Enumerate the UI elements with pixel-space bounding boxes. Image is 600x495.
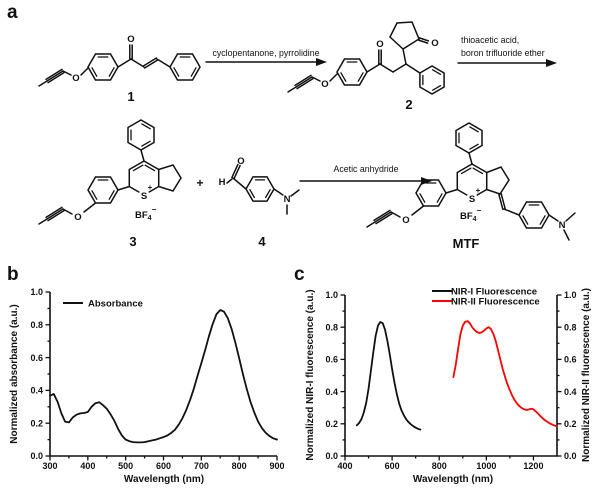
tick-label: 0.2 bbox=[564, 419, 577, 429]
absorbance-legend-label: Absorbance bbox=[88, 299, 143, 310]
step2-reagent-line1: thioacetic acid, bbox=[461, 35, 519, 45]
y-axis-title-right: Normalized NIR-II fluorescence (a.u.) bbox=[581, 288, 592, 462]
tick-label: 400 bbox=[80, 461, 95, 471]
mtf-bf4-counterion: BF4− bbox=[460, 206, 482, 223]
mtf-sulfur-charge: + bbox=[476, 186, 481, 195]
c2-ketone-oxygen-label: O bbox=[431, 38, 438, 49]
tick-label: 600 bbox=[385, 461, 400, 471]
step2-reagent-line2: boron trifluoride ether bbox=[461, 48, 545, 58]
c4-aldehyde-hydrogen-label: H bbox=[219, 177, 226, 188]
x-axis-title: Wavelength (nm) bbox=[413, 474, 493, 485]
step3-reagent-label: Acetic anhydride bbox=[333, 164, 398, 174]
fluorescence-chart: 400 600 800 1000 1200 0.0 0.0 0.2 0.2 0.4 0.4 0.6 0.… bbox=[305, 287, 592, 486]
tick-label: 1.0 bbox=[325, 290, 338, 300]
plus-sign: + bbox=[196, 176, 203, 190]
nir-i-fluorescence-curve bbox=[355, 321, 422, 431]
tick-label: 0.4 bbox=[30, 386, 43, 396]
x-axis-title: Wavelength (nm) bbox=[124, 474, 204, 485]
compound-2-label: 2 bbox=[405, 97, 412, 112]
tick-label: 1200 bbox=[523, 461, 543, 471]
tick-label: 0.0 bbox=[564, 451, 577, 461]
c1-carbonyl-oxygen-label: O bbox=[127, 34, 134, 45]
tick-label: 0.4 bbox=[325, 387, 338, 397]
tick-label: 0.4 bbox=[564, 387, 577, 397]
tick-label: 600 bbox=[156, 461, 171, 471]
c1-ether-oxygen-label: O bbox=[72, 73, 79, 84]
tick-label: 700 bbox=[194, 461, 209, 471]
nir-i-fluorescence-legend-label: NIR-I Fluorescence bbox=[451, 287, 537, 298]
panel-label-a: a bbox=[7, 2, 18, 23]
panel-label-b: b bbox=[7, 264, 19, 285]
reaction-scheme: cyclopentanone, pyrrolidine thioacetic a… bbox=[38, 21, 576, 251]
compound-1-label: 1 bbox=[127, 89, 134, 104]
c4-aldehyde-oxygen-label: O bbox=[237, 156, 244, 167]
tick-label: 0.0 bbox=[325, 451, 338, 461]
compound-4-label: 4 bbox=[258, 234, 266, 249]
mtf-ether-oxygen-label: O bbox=[402, 215, 409, 226]
c3-bf4-counterion: BF4− bbox=[135, 205, 157, 222]
nir-ii-fluorescence-legend-label: NIR-II Fluorescence bbox=[451, 297, 540, 308]
tick-label: 0.2 bbox=[325, 419, 338, 429]
tick-label: 0.8 bbox=[30, 320, 43, 330]
tick-label: 800 bbox=[432, 461, 447, 471]
tick-label: 1000 bbox=[476, 461, 496, 471]
tick-label: 0.8 bbox=[564, 322, 577, 332]
step1-reagent-label: cyclopentanone, pyrrolidine bbox=[212, 48, 319, 58]
tick-label: 500 bbox=[118, 461, 133, 471]
tick-label: 0.6 bbox=[30, 353, 43, 363]
tick-label: 400 bbox=[337, 461, 352, 471]
tick-label: 0.8 bbox=[325, 322, 338, 332]
compound-3-label: 3 bbox=[129, 234, 136, 249]
y-axis-title: Normalized absorbance (a.u.) bbox=[9, 304, 20, 443]
tick-label: 0.0 bbox=[30, 451, 43, 461]
c3-sulfur-label: S bbox=[141, 191, 147, 202]
tick-label: 0.2 bbox=[30, 418, 43, 428]
y-axis-title: Normalized NIR-I fluorescence (a.u.) bbox=[305, 289, 316, 460]
c2-carbonyl-oxygen-label: O bbox=[376, 39, 383, 50]
mtf-nitrogen-label: N bbox=[559, 220, 566, 231]
tick-label: 1.0 bbox=[30, 287, 43, 297]
nir-ii-fluorescence-curve bbox=[452, 320, 558, 428]
product-mtf-label: MTF bbox=[453, 236, 480, 251]
tick-label: 1.0 bbox=[564, 290, 577, 300]
tick-label: 900 bbox=[269, 461, 284, 471]
tick-label: 800 bbox=[232, 461, 247, 471]
c4-nitrogen-label: N bbox=[284, 194, 291, 205]
absorbance-chart: 300 400 500 600 700 800 900 0.0 0.2 0.4 0.6 0.8 1.0 W… bbox=[9, 287, 285, 485]
tick-label: 0.6 bbox=[325, 355, 338, 365]
tick-label: 300 bbox=[42, 461, 57, 471]
c2-ether-oxygen-label: O bbox=[321, 79, 328, 90]
tick-label: 0.6 bbox=[564, 355, 577, 365]
panel-label-c: c bbox=[294, 264, 305, 285]
axes bbox=[344, 295, 558, 457]
absorbance-curve bbox=[49, 309, 278, 444]
c3-sulfur-charge: + bbox=[148, 183, 153, 192]
mtf-sulfur-label: S bbox=[469, 194, 475, 205]
c3-ether-oxygen-label: O bbox=[74, 212, 81, 223]
